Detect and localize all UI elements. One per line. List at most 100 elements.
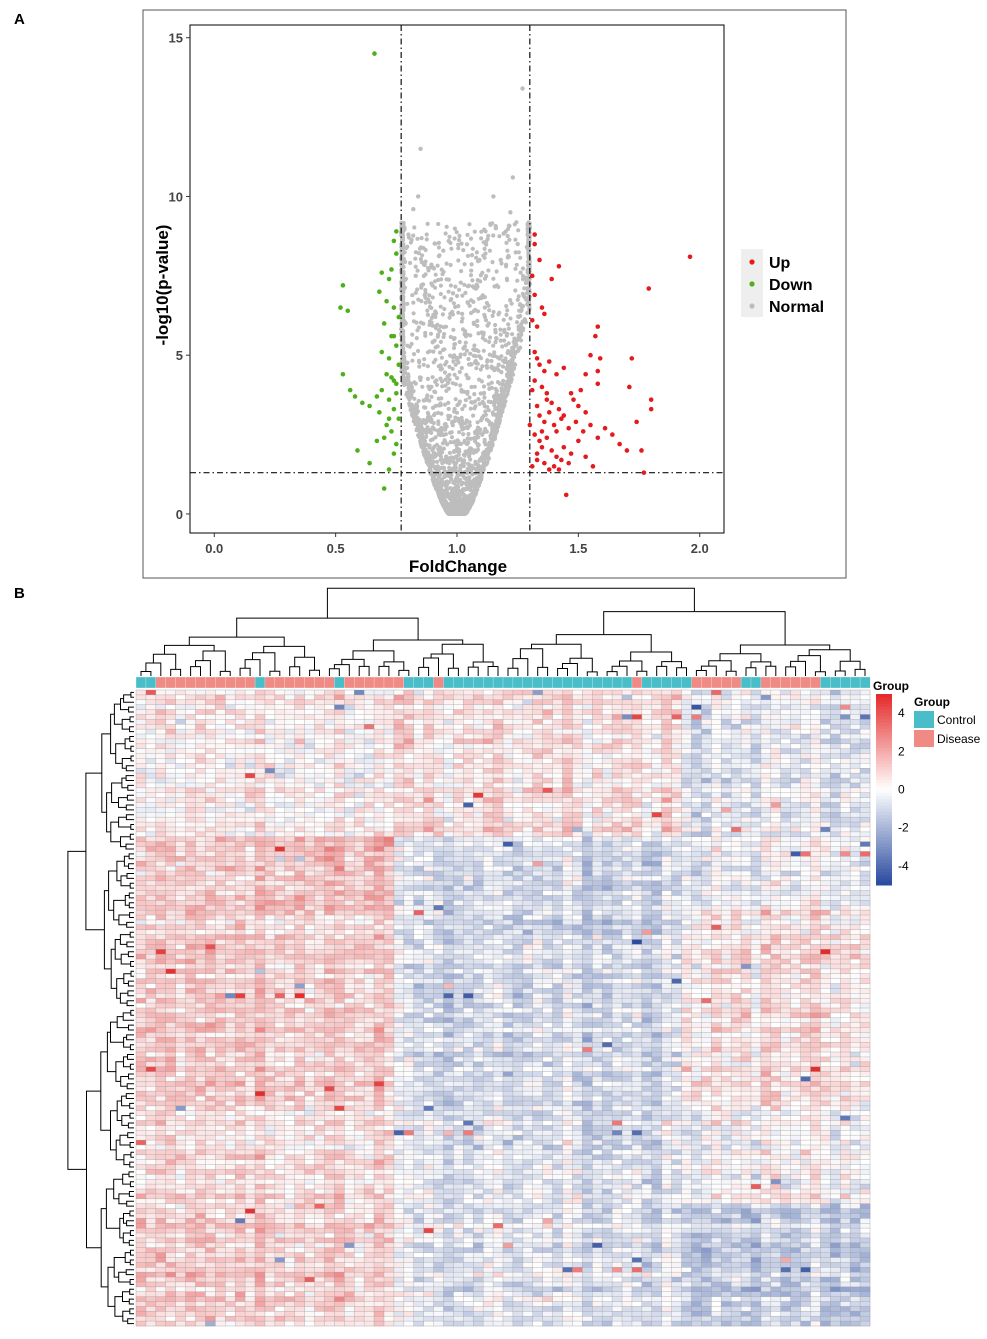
heatmap-cell bbox=[344, 812, 355, 818]
heatmap-cell bbox=[423, 768, 434, 774]
up-point bbox=[593, 333, 598, 339]
heatmap-cell bbox=[532, 758, 543, 764]
heatmap-cell bbox=[582, 782, 593, 789]
heatmap-cell bbox=[195, 704, 206, 710]
heatmap-cell bbox=[403, 719, 415, 725]
heatmap-cell bbox=[374, 699, 385, 705]
heatmap-cell bbox=[364, 763, 375, 769]
heatmap-cell bbox=[433, 792, 444, 798]
heatmap-cell bbox=[383, 704, 395, 710]
row-dendrogram-branch bbox=[119, 1134, 131, 1146]
annotation-cell-disease bbox=[363, 676, 375, 689]
heatmap-cell bbox=[334, 699, 345, 705]
heatmap-cell bbox=[562, 763, 573, 769]
row-dendrogram-branch bbox=[125, 814, 134, 821]
heatmap-cell bbox=[145, 782, 157, 789]
heatmap-cell bbox=[532, 768, 543, 774]
normal-point bbox=[505, 391, 510, 397]
annotation-cell-control bbox=[542, 676, 554, 689]
heatmap-cell bbox=[631, 826, 643, 833]
normal-point bbox=[500, 364, 505, 369]
heatmap-cell bbox=[245, 748, 256, 754]
normal-point bbox=[502, 338, 507, 343]
heatmap-cell bbox=[364, 719, 375, 725]
heatmap-cell bbox=[423, 778, 434, 784]
heatmap-cell bbox=[542, 729, 553, 735]
normal-point bbox=[415, 268, 420, 273]
heatmap-cell bbox=[294, 748, 305, 754]
heatmap-cell bbox=[681, 787, 692, 794]
heatmap-cell bbox=[562, 792, 573, 798]
heatmap-cell bbox=[483, 753, 494, 759]
down-point bbox=[394, 381, 399, 387]
heatmap-cell bbox=[314, 768, 325, 774]
normal-point bbox=[425, 350, 430, 355]
panel-b-label: B bbox=[14, 585, 25, 602]
row-dendrogram-branch bbox=[123, 973, 131, 984]
heatmap-cell bbox=[393, 690, 405, 696]
normal-point bbox=[421, 321, 426, 326]
heatmap-cell bbox=[334, 704, 345, 710]
normal-point bbox=[462, 475, 467, 480]
heatmap-cell bbox=[274, 709, 286, 715]
column-dendrogram-branch bbox=[145, 662, 162, 676]
heatmap-cell bbox=[790, 690, 801, 696]
heatmap-cell bbox=[264, 817, 276, 823]
heatmap-cell bbox=[324, 807, 335, 813]
heatmap-cell bbox=[145, 758, 157, 764]
column-dendrogram-branch bbox=[695, 670, 707, 676]
heatmap-cell bbox=[741, 719, 752, 725]
heatmap-cell bbox=[185, 763, 196, 769]
heatmap-cell bbox=[681, 719, 692, 725]
heatmap-cell bbox=[780, 704, 791, 710]
normal-point bbox=[479, 330, 485, 336]
heatmap-cell bbox=[780, 787, 791, 794]
heatmap-cell bbox=[344, 714, 355, 720]
heatmap-cell bbox=[830, 773, 841, 779]
heatmap-cell bbox=[691, 768, 702, 774]
normal-point bbox=[486, 419, 491, 424]
up-point bbox=[568, 391, 574, 396]
heatmap-cell bbox=[522, 807, 534, 813]
down-point bbox=[391, 305, 397, 310]
heatmap-cell bbox=[850, 748, 861, 754]
heatmap-cell bbox=[850, 690, 861, 696]
heatmap-cell bbox=[344, 817, 355, 823]
heatmap-cell bbox=[205, 807, 216, 813]
normal-point bbox=[514, 338, 519, 343]
normal-point bbox=[433, 451, 438, 456]
heatmap-cell bbox=[165, 704, 176, 710]
heatmap-cell bbox=[820, 812, 831, 818]
normal-point bbox=[439, 396, 444, 401]
heatmap-cell bbox=[165, 778, 176, 784]
heatmap-cell bbox=[185, 734, 196, 740]
heatmap-cell bbox=[453, 768, 464, 774]
heatmap-cell bbox=[145, 734, 157, 740]
normal-point bbox=[498, 257, 503, 263]
heatmap-cell bbox=[760, 822, 772, 828]
heatmap-cell bbox=[820, 714, 831, 720]
heatmap-cell bbox=[641, 699, 653, 705]
normal-point bbox=[456, 492, 461, 498]
heatmap-cell bbox=[770, 758, 782, 764]
heatmap-cell bbox=[136, 743, 147, 750]
heatmap-cell bbox=[731, 738, 742, 745]
row-dendrogram-branch bbox=[127, 1054, 134, 1060]
normal-point bbox=[411, 300, 416, 305]
heatmap-cell bbox=[274, 753, 286, 759]
heatmap-cell bbox=[552, 826, 563, 833]
heatmap-cell bbox=[463, 826, 474, 833]
heatmap-cell bbox=[592, 768, 603, 774]
heatmap-cell bbox=[463, 802, 474, 808]
heatmap-cell bbox=[413, 724, 424, 730]
normal-point bbox=[514, 320, 520, 325]
heatmap-cell bbox=[790, 724, 801, 730]
heatmap-cell bbox=[602, 714, 613, 720]
row-dendrogram-branch bbox=[129, 882, 134, 889]
heatmap-cell bbox=[493, 787, 504, 794]
heatmap-cell bbox=[334, 822, 345, 828]
normal-point bbox=[469, 262, 474, 267]
heatmap-cell bbox=[314, 817, 325, 823]
up-point bbox=[544, 391, 550, 396]
heatmap-cell bbox=[443, 817, 454, 823]
